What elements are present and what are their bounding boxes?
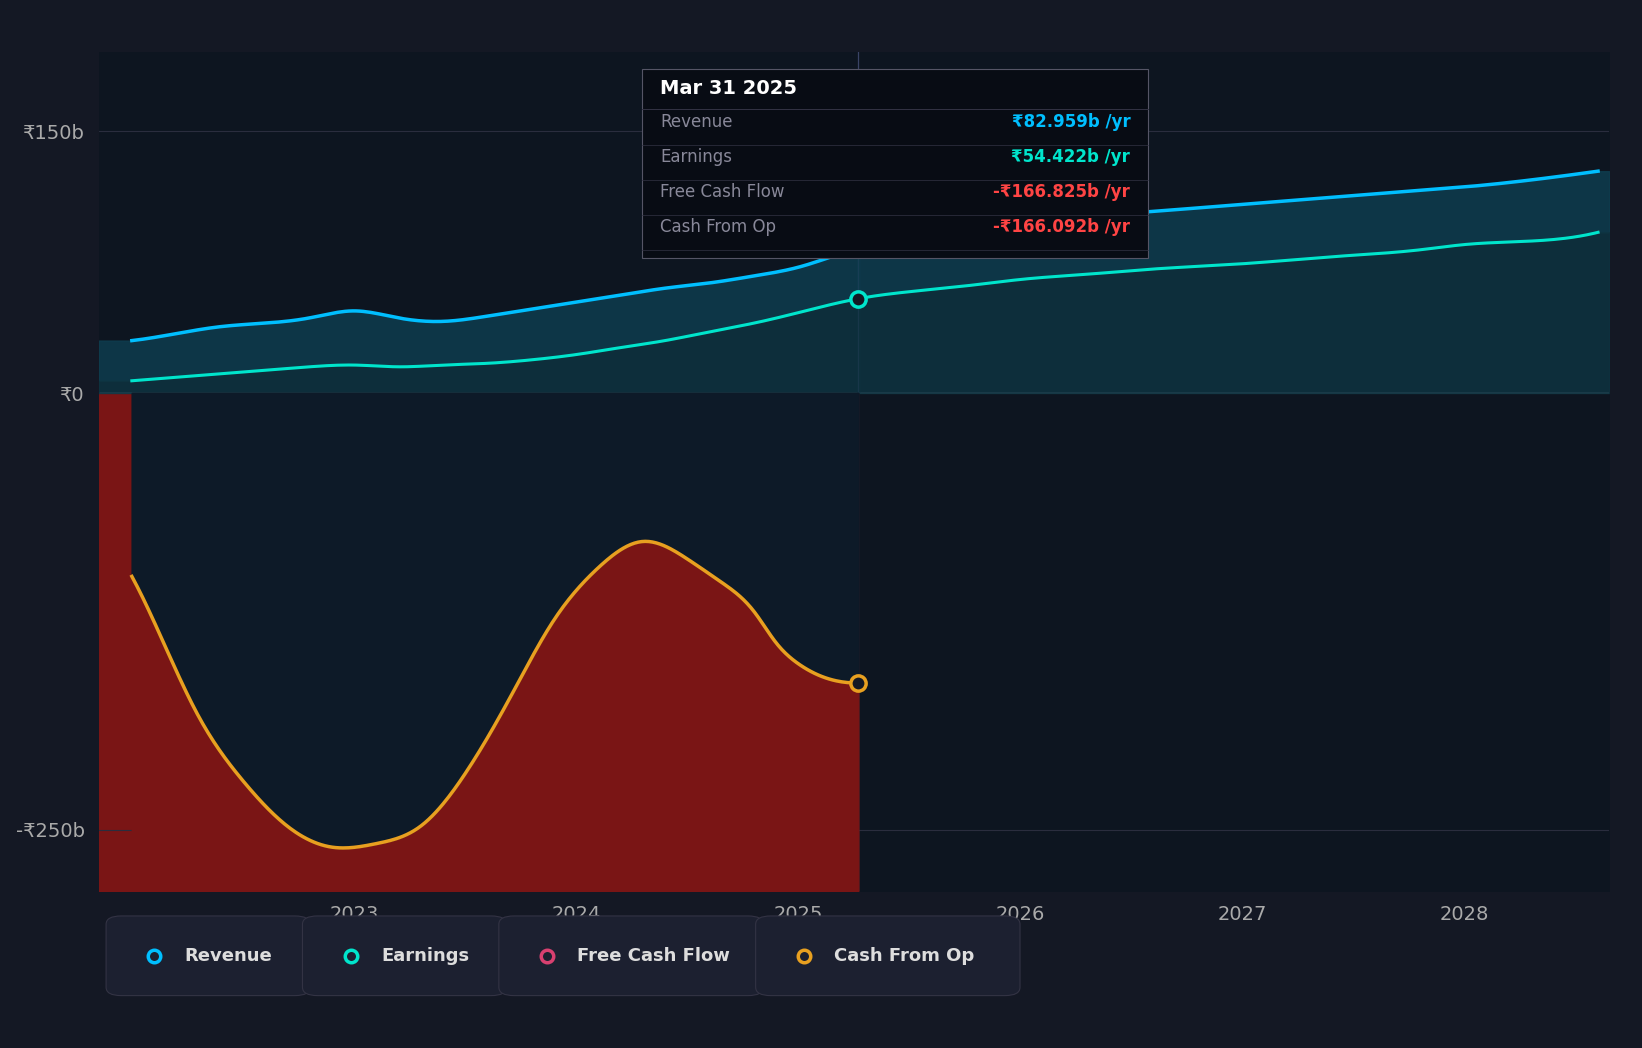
Text: Revenue: Revenue <box>184 946 273 965</box>
FancyBboxPatch shape <box>107 916 310 996</box>
FancyBboxPatch shape <box>499 916 764 996</box>
Text: Earnings: Earnings <box>660 148 732 166</box>
Text: -₹166.092b /yr: -₹166.092b /yr <box>993 218 1130 237</box>
Text: Analysts Forecasts: Analysts Forecasts <box>869 96 1051 115</box>
Text: Revenue: Revenue <box>660 113 732 131</box>
Text: Earnings: Earnings <box>381 946 470 965</box>
FancyBboxPatch shape <box>642 69 1148 258</box>
FancyBboxPatch shape <box>302 916 506 996</box>
Text: Free Cash Flow: Free Cash Flow <box>660 183 785 201</box>
Text: Mar 31 2025: Mar 31 2025 <box>660 80 798 99</box>
Text: Free Cash Flow: Free Cash Flow <box>578 946 731 965</box>
Text: Cash From Op: Cash From Op <box>660 218 777 237</box>
Text: ₹82.959b /yr: ₹82.959b /yr <box>1011 113 1130 131</box>
Text: ₹54.422b /yr: ₹54.422b /yr <box>1011 148 1130 166</box>
FancyBboxPatch shape <box>755 916 1020 996</box>
Text: Past: Past <box>805 96 852 115</box>
Text: Cash From Op: Cash From Op <box>834 946 974 965</box>
Text: -₹166.825b /yr: -₹166.825b /yr <box>993 183 1130 201</box>
